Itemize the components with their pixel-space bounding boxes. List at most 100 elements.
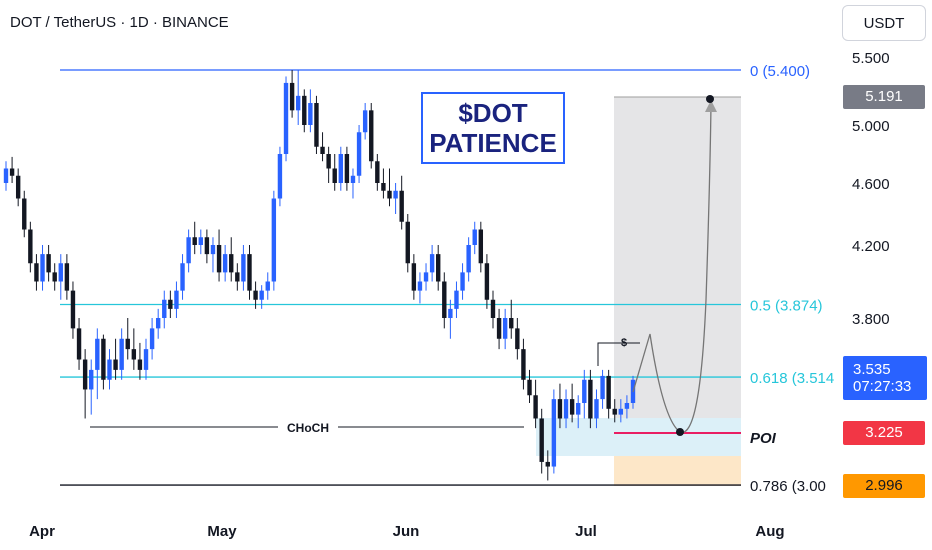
candle-body-45	[277, 154, 283, 199]
y-tick-1: 4.200	[852, 238, 890, 255]
candle-body-92	[563, 399, 569, 419]
candle-body-72	[442, 281, 447, 318]
candle-body-30	[186, 237, 191, 264]
candle-body-5	[34, 263, 39, 282]
candle-body-52	[320, 146, 325, 154]
x-tick-2: Jun	[393, 523, 420, 540]
candle-body-82	[502, 318, 508, 339]
poi-price-badge: 3.225	[843, 421, 925, 445]
poi-dot	[676, 428, 684, 436]
candle-body-29	[180, 263, 185, 291]
candle-body-21	[131, 349, 137, 360]
candle-body-37	[229, 254, 234, 273]
candle-body-100	[612, 408, 617, 415]
candle-body-6	[40, 254, 45, 282]
candle-body-56	[344, 154, 350, 183]
liquidity-label: $	[621, 337, 627, 349]
candle-body-54	[332, 168, 337, 183]
liquidity-marker	[597, 342, 640, 366]
candle-body-88	[539, 418, 544, 462]
candle-body-101	[618, 408, 624, 415]
fib-label-0: 0 (5.400)	[750, 63, 810, 80]
candle-body-97	[594, 399, 599, 419]
candle-body-12	[76, 328, 82, 360]
candle-body-39	[241, 254, 246, 282]
projection-arrowhead	[705, 100, 717, 112]
candle-body-93	[569, 399, 575, 415]
candle-body-50	[308, 103, 313, 125]
x-tick-4: Aug	[755, 523, 784, 540]
candle-body-42	[259, 290, 264, 300]
candle-body-99	[606, 375, 611, 409]
axis-unit-button[interactable]: USDT	[842, 5, 926, 41]
candle-body-20	[125, 338, 130, 350]
candle-body-1	[9, 168, 15, 176]
candle-body-64	[393, 190, 398, 199]
candle-body-11	[70, 290, 76, 329]
candle-body-13	[82, 359, 88, 390]
candle-body-44	[271, 198, 277, 282]
candle-body-17	[107, 359, 112, 380]
candle-body-55	[338, 154, 344, 183]
candle-body-95	[582, 379, 587, 403]
candle-body-2	[15, 175, 21, 199]
candle-body-75	[460, 272, 465, 291]
annotation-line1: $DOT	[458, 98, 528, 128]
candle-body-26	[162, 299, 167, 318]
candle-body-4	[28, 229, 33, 264]
candle-body-57	[350, 175, 356, 183]
candle-body-62	[381, 183, 386, 191]
candle-body-35	[216, 245, 222, 273]
candle-body-40	[247, 254, 252, 291]
candle-body-43	[265, 281, 270, 291]
candle-body-3	[22, 198, 27, 230]
candle-body-90	[551, 399, 557, 467]
x-tick-0: Apr	[29, 523, 55, 540]
x-tick-3: Jul	[575, 523, 597, 540]
target-dot	[706, 95, 714, 103]
candle-body-98	[600, 375, 605, 400]
chart-title: DOT / TetherUS · 1D · BINANCE	[10, 14, 229, 31]
candle-body-96	[588, 379, 593, 419]
candle-body-66	[405, 221, 410, 264]
annotation-line2: PATIENCE	[429, 128, 557, 158]
candle-body-31	[192, 237, 197, 245]
candle-body-48	[295, 95, 301, 111]
fib-label-1: 0.5 (3.874)	[750, 297, 823, 314]
candle-body-41	[253, 290, 258, 300]
candle-body-7	[46, 254, 51, 273]
y-tick-0: 3.800	[852, 311, 890, 328]
candle-body-38	[235, 272, 240, 282]
candle-body-28	[174, 290, 179, 309]
candle-body-81	[496, 318, 502, 339]
candle-body-25	[155, 318, 161, 329]
choch-label: CHoCH	[287, 421, 329, 435]
stop-price-badge: 2.996	[843, 474, 925, 498]
annotation-box: $DOT PATIENCE	[421, 92, 565, 164]
candle-body-74	[454, 290, 459, 309]
candle-body-63	[387, 190, 392, 199]
candle-body-49	[302, 95, 307, 125]
candle-body-36	[222, 254, 228, 273]
candle-body-33	[204, 237, 210, 255]
candle-body-34	[210, 245, 216, 255]
projection-path	[632, 103, 712, 434]
candle-body-23	[143, 349, 149, 370]
target-zone	[614, 97, 741, 418]
poi-zone	[536, 418, 741, 456]
current-price-badge: 3.535 07:27:33	[843, 356, 927, 400]
candle-body-84	[515, 328, 520, 350]
candle-body-89	[545, 461, 550, 467]
candle-body-32	[198, 237, 203, 245]
candle-body-9	[58, 263, 63, 282]
candle-body-8	[52, 272, 57, 282]
candle-body-80	[490, 299, 496, 318]
candle-body-24	[149, 328, 155, 350]
y-tick-4: 5.500	[852, 50, 890, 67]
candle-body-79	[484, 263, 490, 300]
candle-body-53	[326, 154, 331, 169]
poi-label: POI	[750, 430, 777, 447]
candle-body-18	[113, 359, 118, 370]
candle-body-71	[436, 254, 441, 282]
